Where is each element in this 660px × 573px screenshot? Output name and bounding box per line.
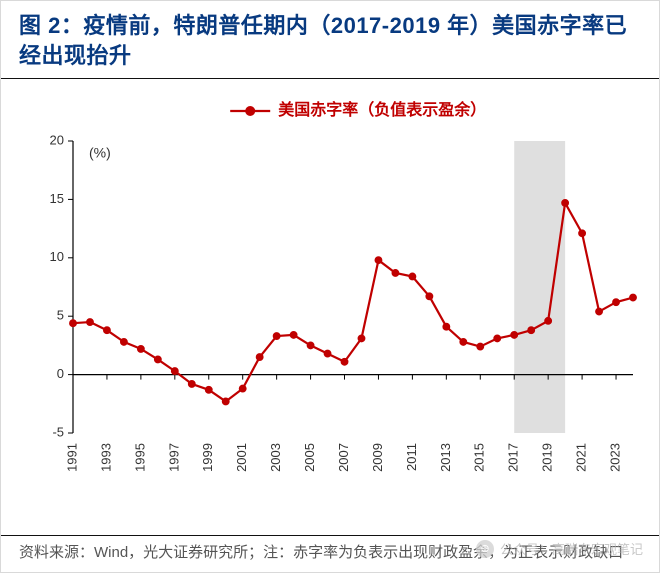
x-tick-label: 2011 [404, 443, 419, 471]
x-tick-label: 2021 [574, 443, 589, 472]
x-tick-label: 1997 [166, 443, 181, 472]
x-tick-label: 2001 [234, 443, 249, 472]
series-marker [494, 335, 501, 342]
figure-source-note: 资料来源：Wind，光大证券研究所；注：赤字率为负表示出现财政盈余，为正表示财政… [1, 536, 659, 573]
line-chart: -5 0 5 10 15 20 (%) 1991 1993 1995 1997 1999 2001 200… [19, 91, 643, 501]
chart-container: -5 0 5 10 15 20 (%) 1991 1993 1995 1997 1999 2001 200… [19, 91, 643, 501]
series-marker [358, 335, 365, 342]
y-tick-label: 10 [50, 249, 64, 264]
series-marker [273, 333, 280, 340]
series-marker [87, 319, 94, 326]
series-marker [596, 308, 603, 315]
x-tick-label: 2017 [506, 443, 521, 472]
title-rule [1, 78, 659, 79]
series-marker [104, 327, 111, 334]
legend-marker-icon [245, 106, 255, 116]
series-marker [137, 345, 144, 352]
series-marker [70, 320, 77, 327]
footer-block: 资料来源：Wind，光大证券研究所；注：赤字率为负表示出现财政盈余，为正表示财政… [1, 535, 659, 573]
y-tick-label: 0 [57, 366, 64, 381]
x-tick-label: 1995 [132, 443, 147, 472]
series-marker [630, 294, 637, 301]
x-tick-label: 1993 [98, 443, 113, 472]
y-tick-label: 15 [50, 191, 64, 206]
series-marker [256, 354, 263, 361]
series-marker [545, 317, 552, 324]
series-marker [392, 270, 399, 277]
y-tick-label: 20 [50, 132, 64, 147]
series-marker [511, 331, 518, 338]
series-marker [222, 398, 229, 405]
series-marker [460, 338, 467, 345]
series-marker [188, 381, 195, 388]
series-marker [154, 356, 161, 363]
x-tick-label: 2013 [438, 443, 453, 472]
series-marker [613, 299, 620, 306]
series-marker [477, 343, 484, 350]
y-tick-label: 5 [57, 308, 64, 323]
series-marker [443, 323, 450, 330]
x-tick-label: 1991 [64, 443, 79, 472]
x-tick-label: 1999 [200, 443, 215, 472]
y-axis-unit: (%) [89, 144, 111, 160]
series-marker [341, 358, 348, 365]
series-marker [375, 257, 382, 264]
legend-label: 美国赤字率（负值表示盈余） [278, 100, 486, 119]
x-tick-label: 2003 [268, 443, 283, 472]
x-tick-label: 2009 [370, 443, 385, 472]
series-marker [239, 385, 246, 392]
series-marker [409, 273, 416, 280]
series-marker [528, 327, 535, 334]
series-marker [426, 293, 433, 300]
series-marker [120, 338, 127, 345]
series-marker [562, 199, 569, 206]
series-marker [579, 230, 586, 237]
series-marker [205, 386, 212, 393]
x-tick-label: 2007 [336, 443, 351, 472]
x-tick-label: 2019 [540, 443, 555, 472]
figure-frame: 图 2：疫情前，特朗普任期内（2017-2019 年）美国赤字率已经出现抬升 -… [0, 0, 660, 573]
series-marker [307, 342, 314, 349]
x-tick-label: 2023 [607, 443, 622, 472]
series-marker [290, 331, 297, 338]
highlight-band [514, 141, 565, 433]
x-tick-label: 2015 [472, 443, 487, 472]
series-marker [171, 368, 178, 375]
x-tick-label: 2005 [302, 443, 317, 472]
series-marker [324, 350, 331, 357]
figure-title: 图 2：疫情前，特朗普任期内（2017-2019 年）美国赤字率已经出现抬升 [1, 1, 659, 78]
y-tick-label: -5 [52, 424, 64, 439]
